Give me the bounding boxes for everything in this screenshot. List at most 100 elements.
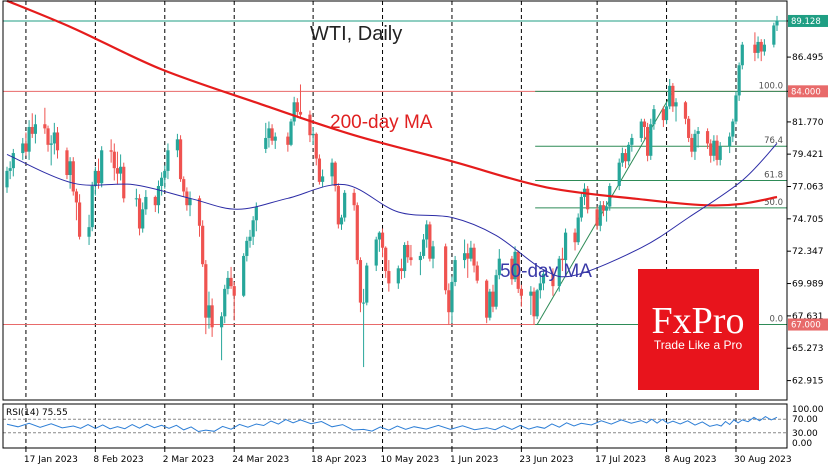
candle (163, 165, 167, 189)
candle (399, 258, 404, 280)
candle (485, 279, 489, 324)
candle (68, 157, 72, 189)
candle-body (5, 170, 9, 188)
candle (96, 158, 101, 189)
candle-body (604, 206, 609, 211)
candle (469, 240, 473, 262)
candle-body (775, 20, 779, 26)
date-tick-label: 30 Aug 2023 (734, 455, 792, 465)
candle-body (734, 95, 738, 122)
price-tick-label: 62.915 (792, 377, 824, 387)
rsi-tick-label: 0.00 (792, 439, 812, 449)
candle (488, 288, 492, 321)
candle (598, 201, 602, 232)
candle-body (248, 236, 252, 241)
candle (674, 98, 678, 122)
candle-body (687, 118, 691, 138)
rsi-line (6, 416, 778, 433)
candle-body (333, 162, 337, 186)
candle (5, 166, 9, 193)
candle-body (406, 244, 410, 258)
candle-body (538, 283, 542, 291)
candle (207, 291, 211, 329)
candle (683, 100, 688, 125)
candle-body (30, 126, 34, 134)
fxpro-logo: FxPro Trade Like a Pro (638, 269, 759, 390)
candle-body (204, 264, 208, 318)
candle-body (245, 240, 249, 256)
candle (219, 312, 224, 361)
candle (687, 116, 691, 143)
candle (510, 255, 514, 285)
candle (273, 132, 277, 149)
candle-body (573, 232, 577, 243)
candle (43, 107, 47, 134)
rsi-tick-label: 70.00 (792, 415, 818, 425)
candle (652, 105, 656, 130)
candle-body (737, 65, 741, 96)
candle-body (535, 290, 539, 317)
candle (693, 129, 697, 160)
candle-body (652, 109, 656, 125)
logo-tagline: Trade Like a Pro (654, 338, 743, 352)
candle-body (380, 232, 385, 248)
candle (374, 236, 378, 272)
candle-body (254, 206, 258, 221)
candle-body (462, 253, 467, 261)
candle (491, 284, 495, 313)
candle-body (472, 247, 476, 266)
candle-body (242, 255, 246, 296)
candle-body (384, 247, 388, 272)
candle-body (273, 136, 277, 141)
candle (450, 276, 454, 324)
candle (516, 250, 520, 293)
candle-body (696, 131, 700, 134)
candle (668, 78, 672, 110)
candle-body (664, 106, 669, 121)
candle (690, 133, 694, 158)
price-badge (788, 85, 828, 98)
candle (254, 202, 258, 232)
candle-body (630, 137, 634, 145)
candle (620, 147, 624, 167)
candle-body (642, 121, 647, 127)
candle-body (409, 257, 413, 261)
candle-body (690, 137, 694, 152)
candle-body (46, 128, 50, 145)
candle-body (671, 85, 675, 107)
candle-body (115, 168, 120, 174)
price-tick-label: 79.421 (792, 150, 824, 160)
candle (737, 62, 741, 101)
candle (330, 158, 334, 185)
candle-body (141, 209, 145, 229)
candle-body (421, 239, 426, 256)
candle (245, 236, 249, 262)
candle-body (576, 217, 580, 243)
candle (65, 147, 69, 180)
candle (466, 243, 470, 278)
candle (396, 265, 400, 289)
candle (204, 260, 208, 335)
candle-body (674, 102, 678, 107)
candle-body (112, 151, 116, 169)
date-tick-label: 23 Jun 2023 (519, 455, 573, 465)
candle (579, 192, 583, 222)
candle (93, 166, 97, 196)
candle (226, 271, 230, 295)
candle (731, 118, 735, 143)
candle-body (683, 102, 688, 119)
candle-body (320, 176, 325, 182)
price-tick-label: 72.347 (792, 247, 824, 257)
candle (529, 286, 533, 315)
candle (447, 283, 451, 325)
candle (119, 154, 123, 181)
candle (421, 233, 426, 259)
candle (270, 124, 274, 145)
candle (242, 253, 246, 298)
ma50-line (6, 143, 778, 278)
candle (431, 240, 435, 269)
candle-body (563, 232, 568, 261)
date-tick-label: 17 Jul 2023 (595, 455, 646, 465)
